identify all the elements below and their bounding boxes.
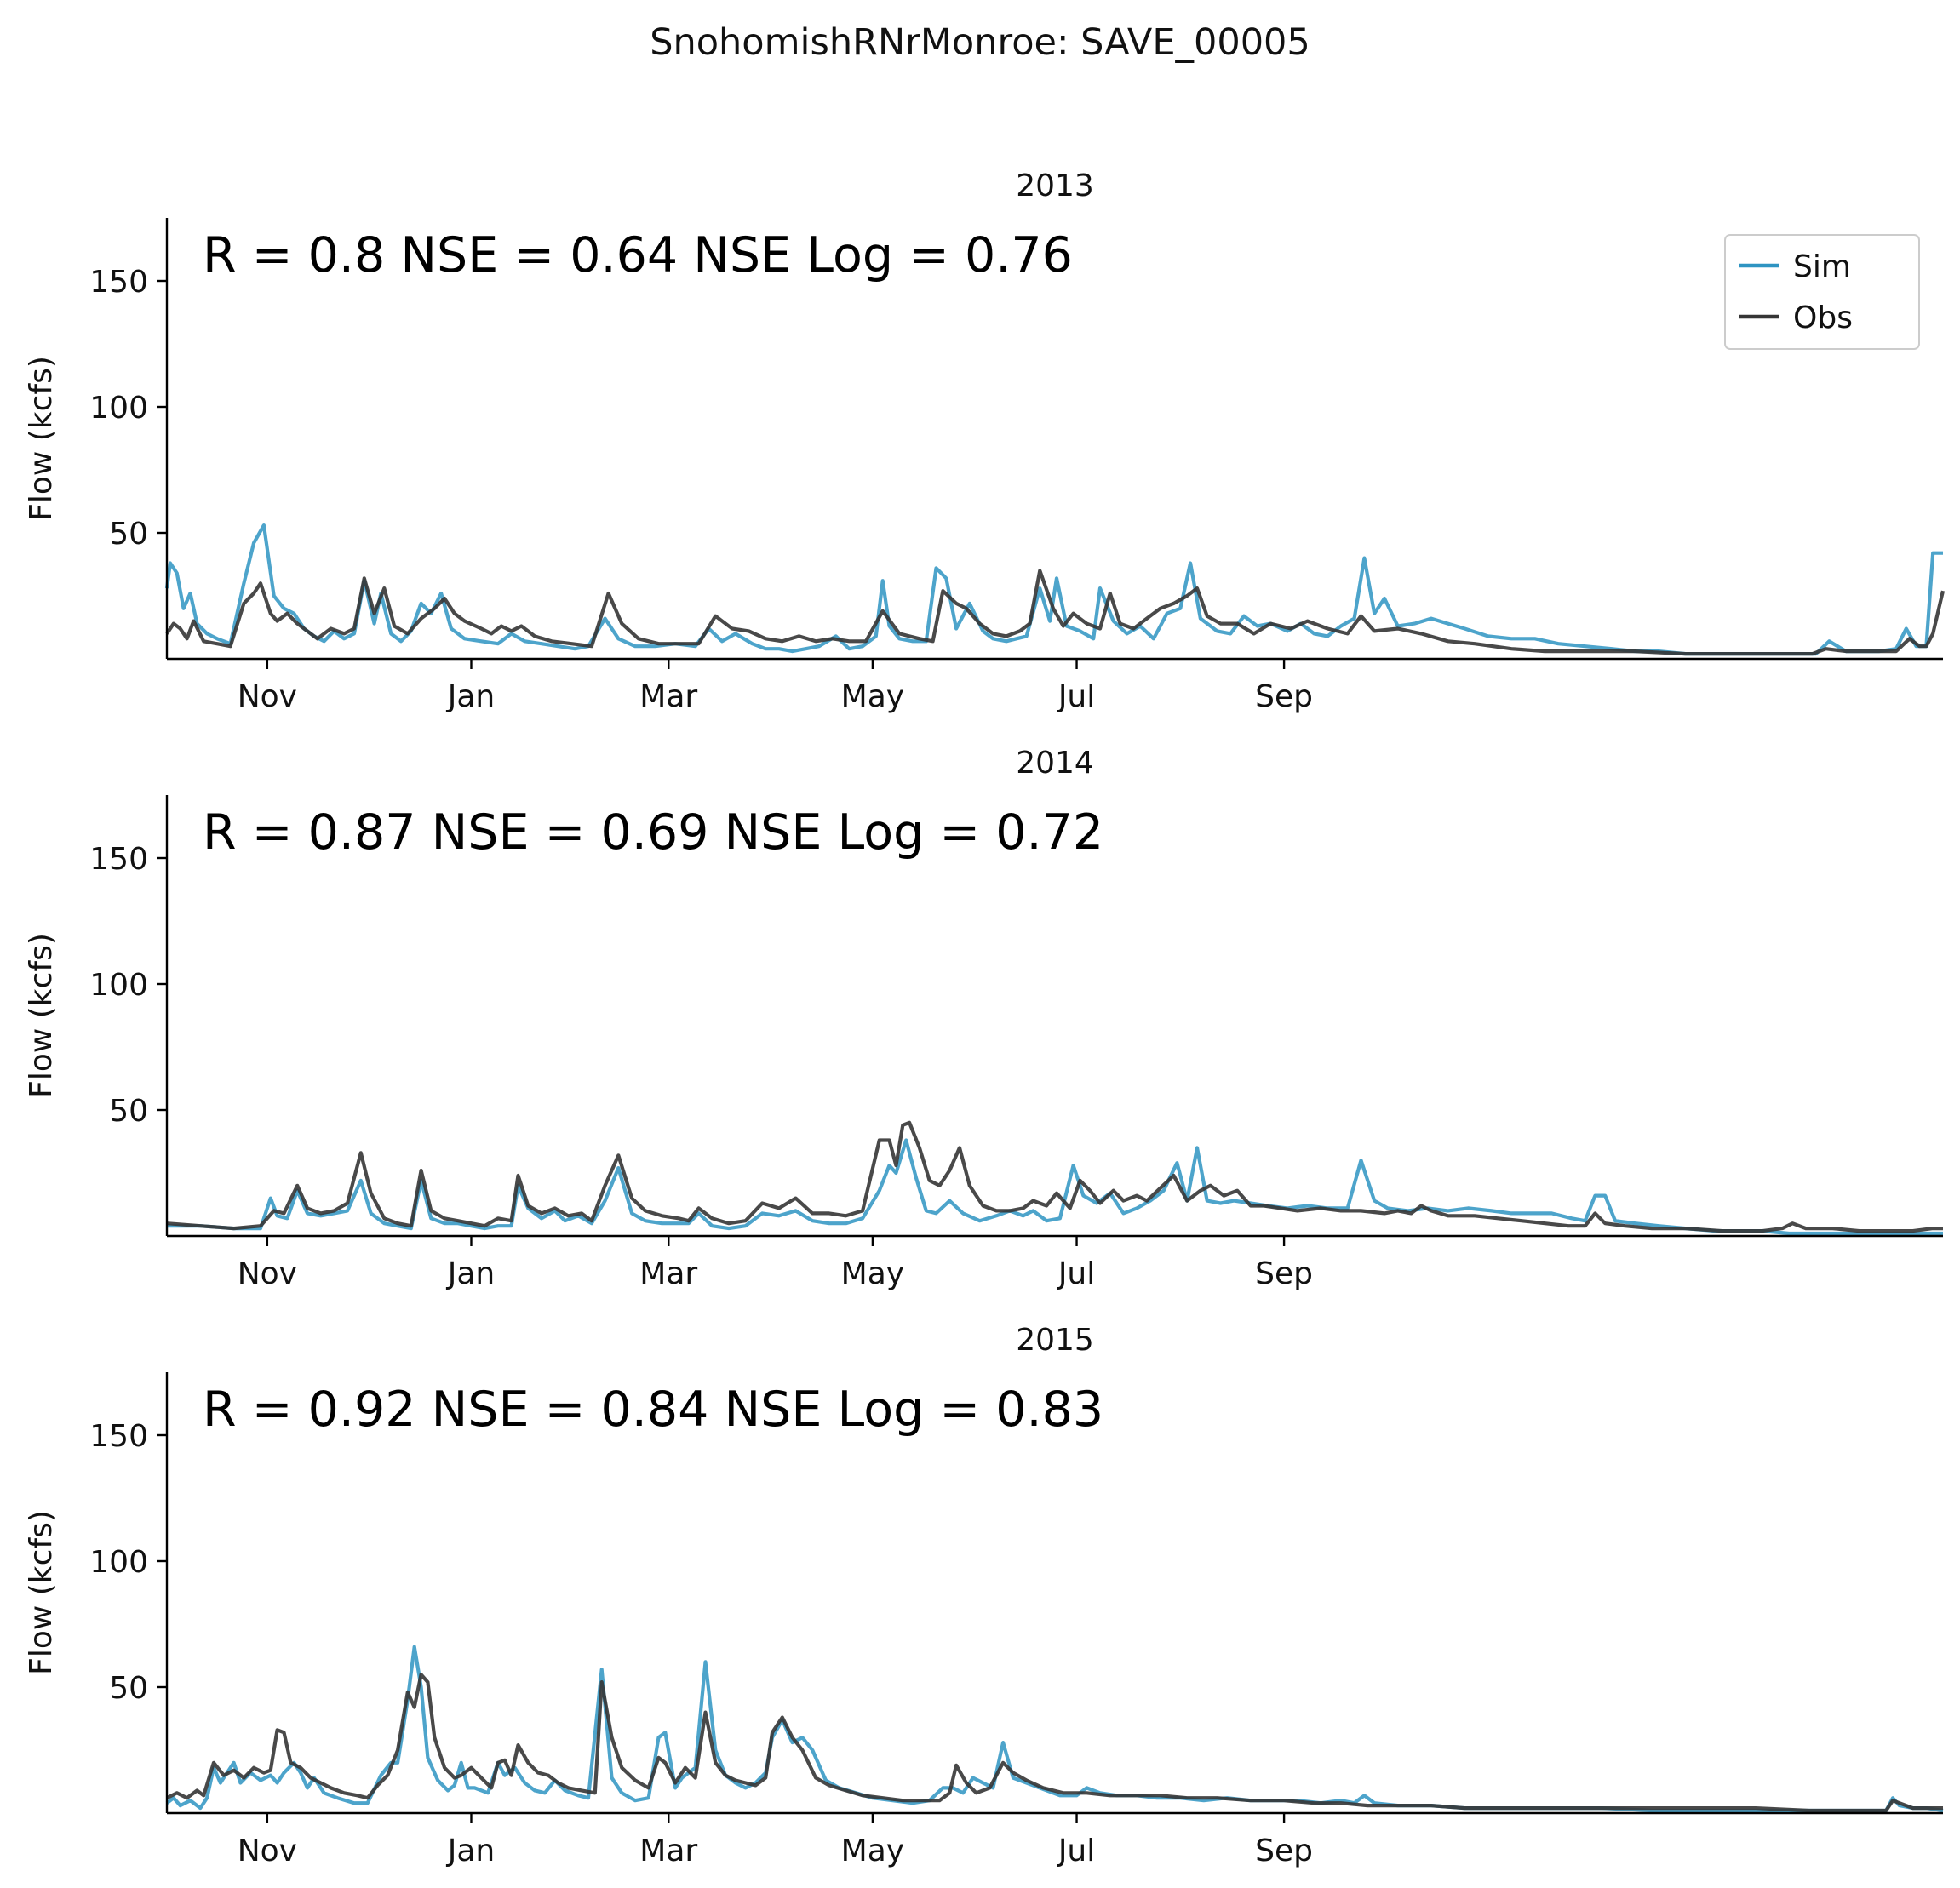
legend-frame	[1724, 234, 1920, 350]
y-tick-label: 100	[89, 968, 148, 1003]
metrics-annotation: R = 0.87 NSE = 0.69 NSE Log = 0.72	[203, 804, 1103, 861]
x-tick-label: Jan	[446, 1256, 496, 1291]
x-tick-label: Nov	[238, 1834, 297, 1868]
x-tick-label: Mar	[639, 1834, 697, 1868]
legend-label-sim: Sim	[1793, 249, 1851, 284]
x-tick-label: Mar	[639, 1256, 697, 1291]
x-tick-label: Mar	[639, 679, 697, 714]
series-line-obs	[166, 1120, 1943, 1233]
x-tick-label: Jan	[446, 1834, 496, 1868]
x-tick-label: Nov	[238, 1256, 297, 1291]
panel-2015: 2015 50 100 150 Nov Jan Mar May Jul Sep Flow (kcfs…	[24, 1323, 1944, 1868]
y-tick-label: 100	[89, 1545, 148, 1580]
x-tick-label: May	[841, 679, 904, 714]
x-tick-label: May	[841, 1834, 904, 1868]
x-tick-label: Jul	[1057, 1256, 1095, 1291]
series-line-sim	[167, 1138, 1943, 1236]
figure-title: SnohomishRNrMonroe: SAVE_00005	[650, 21, 1310, 64]
y-axis-label: Flow (kcfs)	[24, 356, 59, 521]
x-tick-label: Jan	[446, 679, 496, 714]
y-tick-label: 150	[89, 1419, 148, 1454]
panel-title: 2014	[1016, 746, 1094, 781]
x-tick-label: Sep	[1255, 679, 1313, 714]
panel-title: 2015	[1016, 1323, 1094, 1358]
legend-label-obs: Obs	[1793, 300, 1853, 335]
panel-2013: 2013 50 100 150 Nov Jan Mar May Jul Sep Flow (kcfs…	[24, 169, 1946, 714]
x-tick-label: Nov	[238, 679, 297, 714]
x-tick-label: Jul	[1057, 1834, 1095, 1868]
y-tick-label: 100	[89, 391, 148, 426]
x-tick-label: Jul	[1057, 679, 1095, 714]
y-tick-label: 50	[109, 1094, 148, 1129]
series-line-obs	[166, 1673, 1943, 1813]
series-line-obs	[165, 569, 1946, 656]
x-tick-label: Sep	[1255, 1256, 1313, 1291]
panels: 2013 50 100 150 Nov Jan Mar May Jul Sep Flow (kcfs…	[24, 169, 1946, 1868]
y-tick-label: 150	[89, 265, 148, 300]
metrics-annotation: R = 0.92 NSE = 0.84 NSE Log = 0.83	[203, 1382, 1103, 1438]
series-line-sim	[164, 523, 1943, 656]
y-tick-label: 50	[109, 517, 148, 552]
x-tick-label: May	[841, 1256, 904, 1291]
y-axis-label: Flow (kcfs)	[24, 1510, 59, 1675]
y-axis-label: Flow (kcfs)	[24, 933, 59, 1098]
metrics-annotation: R = 0.8 NSE = 0.64 NSE Log = 0.76	[203, 227, 1073, 283]
panel-2014: 2014 50 100 150 Nov Jan Mar May Jul Sep Flow (kcfs…	[24, 746, 1943, 1291]
panel-title: 2013	[1016, 169, 1094, 203]
y-tick-label: 150	[89, 842, 148, 877]
y-tick-label: 50	[109, 1671, 148, 1706]
legend: Sim Obs	[1724, 234, 1920, 350]
x-tick-label: Sep	[1255, 1834, 1313, 1868]
